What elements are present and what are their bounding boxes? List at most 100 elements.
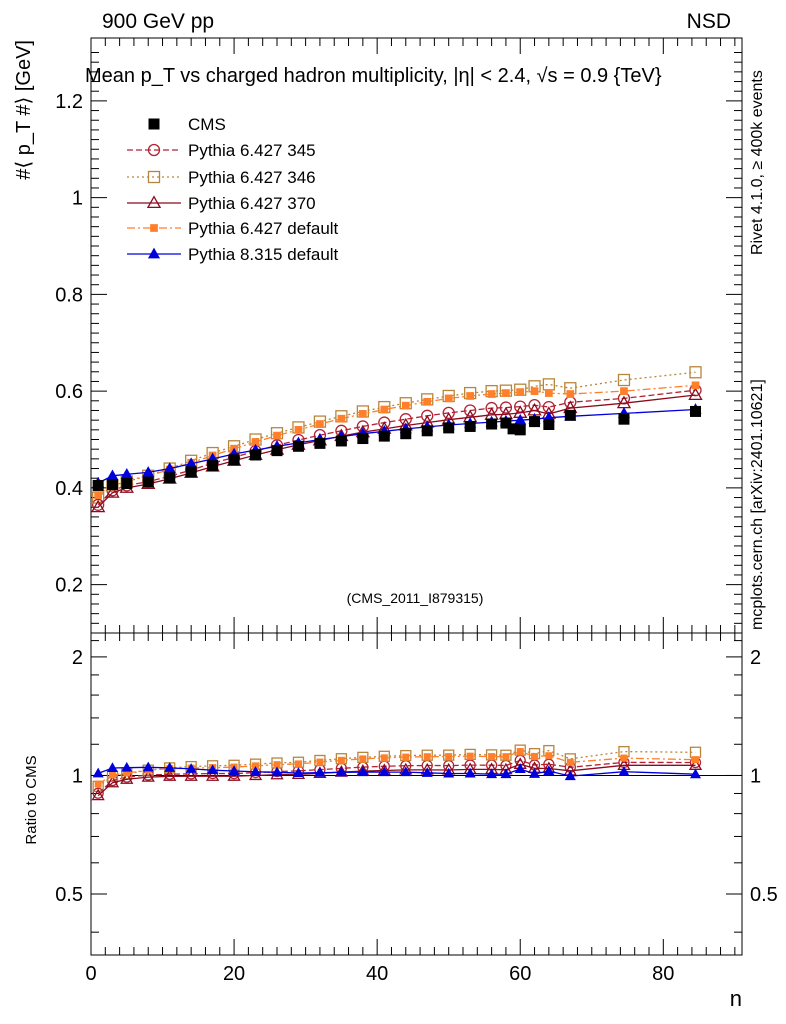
- series-p346: [92, 366, 702, 504]
- ratio-point-p6def: [466, 752, 474, 760]
- data-point-p370: [105, 485, 120, 498]
- ratio-point-p8def: [500, 768, 512, 779]
- data-point-cms: [378, 430, 390, 442]
- data-point-p345: [485, 401, 498, 415]
- ratio-point-p6def: [123, 769, 131, 777]
- data-point-cms: [164, 472, 176, 484]
- ratio-point-p370: [91, 788, 105, 801]
- data-point-cms: [443, 422, 455, 434]
- ratio-point-p6def: [566, 758, 574, 766]
- ratio-point-p6def: [316, 758, 324, 766]
- ratio-point-p6def: [359, 755, 367, 763]
- y-tick-label: 0.2: [55, 575, 83, 597]
- ratio-series-p6def: [94, 748, 699, 788]
- ratio-point-p8def: [185, 763, 197, 773]
- ratio-point-p8def: [486, 768, 498, 779]
- ratio-point-p8def: [314, 766, 326, 777]
- ratio-point-p8def: [92, 767, 104, 778]
- legend-label-p345: Pythia 6.427 345: [188, 141, 316, 160]
- series-p370: [90, 387, 703, 513]
- ratio-point-p8def: [357, 766, 369, 777]
- data-point-cms: [486, 418, 498, 430]
- data-point-cms: [228, 454, 240, 466]
- ratio-point-p370: [163, 769, 177, 781]
- ratio-series-p346: [92, 744, 702, 792]
- data-point-p8def: [120, 468, 133, 479]
- data-point-cms: [564, 409, 576, 421]
- ratio-point-p6def: [94, 780, 102, 788]
- ratio-series-p8def: [92, 761, 701, 781]
- series-line-p345: [97, 389, 696, 506]
- ratio-point-p6def: [445, 753, 453, 761]
- data-point-cms: [185, 466, 197, 478]
- legend-label-p8def: Pythia 8.315 default: [188, 245, 339, 264]
- ratio-point-p6def: [294, 760, 302, 768]
- data-point-cms: [543, 419, 555, 431]
- legend-marker-p8def: [147, 247, 161, 259]
- data-point-p345: [499, 401, 513, 414]
- ratio-point-p6def: [380, 754, 388, 762]
- data-point-cms: [142, 476, 154, 488]
- ratio-point-p346: [443, 749, 455, 761]
- data-point-p6def: [380, 405, 389, 414]
- series-line-p6def: [97, 384, 696, 496]
- data-point-p8def: [163, 462, 176, 473]
- ratio-point-p6def: [692, 756, 699, 764]
- legend-label-p6def: Pythia 6.427 default: [188, 219, 339, 238]
- ratio-point-p8def: [400, 766, 412, 777]
- ratio-point-p6def: [620, 754, 628, 762]
- y-tick-label: 1.2: [55, 91, 83, 113]
- data-point-p6def: [337, 414, 346, 423]
- data-point-cms: [421, 425, 433, 437]
- y-axis-label: #⟨ p_T #⟩ [GeV]: [13, 40, 35, 180]
- series-line-p346: [97, 371, 696, 499]
- legend-label-p346: Pythia 6.427 346: [188, 168, 316, 187]
- data-point-p6def: [273, 431, 281, 440]
- data-point-p6def: [251, 438, 260, 446]
- ratio-point-p370: [105, 775, 120, 788]
- data-point-p6def: [544, 389, 553, 397]
- plot-title: Mean p_T vs charged hadron multiplicity,…: [85, 65, 662, 87]
- watermark: (CMS_2011_I879315): [347, 590, 484, 606]
- data-point-p6def: [94, 491, 103, 499]
- ratio-point-p8def: [421, 767, 433, 777]
- data-point-p8def: [185, 457, 198, 469]
- data-point-cms: [314, 437, 326, 449]
- ratio-tick-label: 0.5: [55, 884, 83, 906]
- ratio-point-p6def: [402, 753, 410, 761]
- legend-entry-p345: Pythia 6.427 345: [127, 141, 316, 160]
- data-point-p345: [464, 404, 477, 417]
- ratio-point-p370: [227, 769, 241, 781]
- x-tick-label: 60: [509, 963, 531, 985]
- ratio-tick-label: 1: [72, 765, 83, 787]
- data-point-cms: [357, 433, 369, 445]
- ratio-point-p8def: [121, 761, 133, 772]
- ratio-point-p346: [514, 744, 526, 756]
- data-point-cms: [106, 478, 118, 490]
- data-point-p346: [542, 378, 555, 391]
- ratio-point-p345: [92, 787, 104, 799]
- ratio-point-p8def: [443, 767, 455, 778]
- data-point-cms: [618, 413, 630, 425]
- data-point-p6def: [358, 410, 367, 418]
- data-point-p6def: [466, 392, 475, 400]
- ratio-point-p6def: [108, 771, 116, 779]
- ratio-point-p8def: [207, 764, 219, 775]
- ratio-point-p8def: [514, 763, 526, 773]
- legend-label-p370: Pythia 6.427 370: [188, 194, 316, 213]
- ratio-point-p8def: [271, 766, 283, 777]
- ratio-point-p8def: [228, 765, 240, 776]
- legend-marker-p370: [146, 195, 162, 209]
- data-point-p345: [442, 406, 455, 420]
- legend-marker-p6def: [150, 224, 158, 232]
- ratio-point-p6def: [423, 753, 431, 761]
- data-point-p6def: [516, 388, 525, 396]
- ratio-point-p8def: [543, 765, 555, 776]
- legend-label-cms: CMS: [188, 115, 226, 134]
- ratio-point-p6def: [516, 748, 524, 756]
- data-point-p6def: [444, 394, 453, 403]
- data-point-cms: [92, 479, 104, 491]
- ratio-point-p8def: [618, 765, 630, 776]
- data-point-p8def: [514, 413, 527, 425]
